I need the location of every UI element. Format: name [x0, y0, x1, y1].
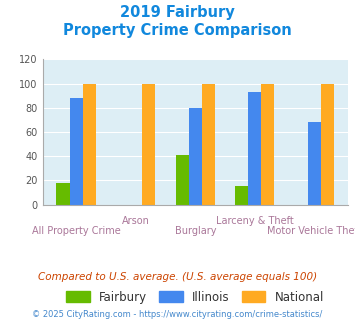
Bar: [176, 155, 189, 205]
Text: Motor Vehicle Theft: Motor Vehicle Theft: [267, 226, 355, 236]
Text: Property Crime Comparison: Property Crime Comparison: [63, 23, 292, 38]
Text: © 2025 CityRating.com - https://www.cityrating.com/crime-statistics/: © 2025 CityRating.com - https://www.city…: [32, 310, 323, 319]
Bar: [321, 83, 334, 205]
Bar: [235, 186, 248, 205]
Bar: [56, 183, 70, 205]
Text: Burglary: Burglary: [175, 226, 216, 236]
Bar: [261, 83, 274, 205]
Legend: Fairbury, Illinois, National: Fairbury, Illinois, National: [61, 286, 329, 309]
Text: Compared to U.S. average. (U.S. average equals 100): Compared to U.S. average. (U.S. average …: [38, 272, 317, 282]
Bar: [248, 92, 261, 205]
Bar: [83, 83, 96, 205]
Text: Larceny & Theft: Larceny & Theft: [216, 216, 294, 226]
Bar: [142, 83, 155, 205]
Text: All Property Crime: All Property Crime: [32, 226, 120, 236]
Bar: [308, 122, 321, 205]
Bar: [189, 108, 202, 205]
Bar: [202, 83, 215, 205]
Text: Arson: Arson: [122, 216, 149, 226]
Text: 2019 Fairbury: 2019 Fairbury: [120, 5, 235, 20]
Bar: [70, 98, 83, 205]
